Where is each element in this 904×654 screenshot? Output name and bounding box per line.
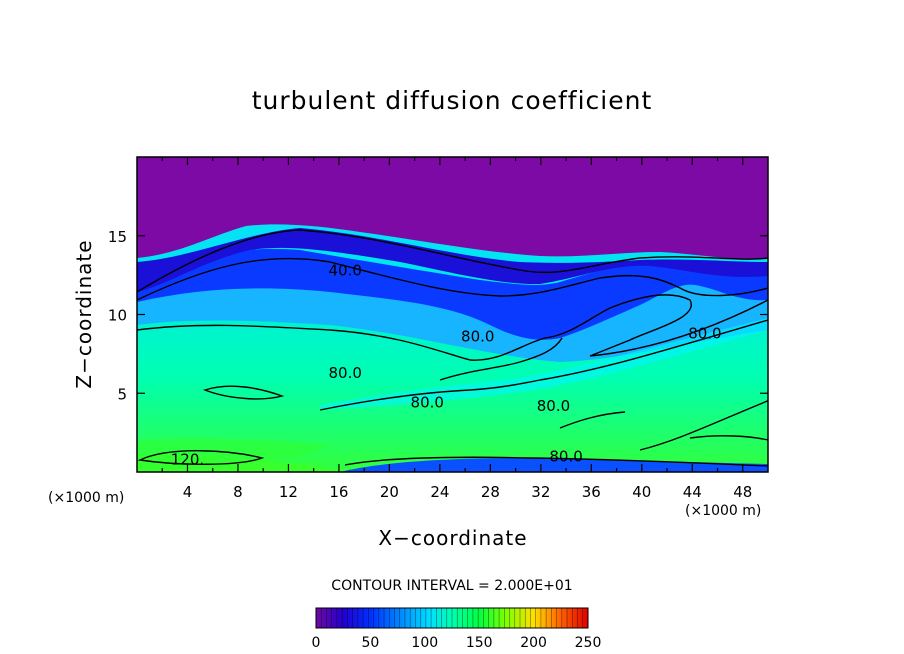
colorbar [315,607,589,629]
colorbar-tick-label: 50 [361,635,379,651]
colorbar-tick-label: 100 [411,635,438,651]
contour-label: 80.0 [461,328,494,346]
colorbar-tick-label: 0 [312,635,321,651]
y-tick-label: 10 [108,307,127,325]
contour-label-group: 40.0 80.0 80.0 80.0 80.0 80.0 80.0 120. [171,261,722,468]
colorbar-tick-label: 150 [466,635,493,651]
contour-label: 120. [171,450,204,468]
colorbar-tick-labels: 0 50 100 150 200 250 [312,635,602,651]
colorbar-tick-label: 250 [575,635,602,651]
x-tick-label: 16 [329,483,348,501]
x-unit-right: (×1000 m) [685,503,762,519]
contour-fill [137,157,768,472]
x-tick-label: 24 [430,483,449,501]
x-tick-label: 32 [531,483,550,501]
contour-label: 40.0 [329,261,362,279]
x-tick-label: 40 [632,483,651,501]
x-axis-label: X−coordinate [0,526,904,550]
x-tick-label: 20 [380,483,399,501]
y-tick-label: 15 [108,228,127,246]
contour-label: 80.0 [549,447,582,465]
x-tick-labels: 4 8 12 16 20 24 28 32 36 40 44 48 [183,483,753,501]
x-tick-label: 44 [683,483,702,501]
contour-label: 80.0 [688,324,721,342]
chart-title: turbulent diffusion coefficient [251,86,653,115]
x-tick-label: 48 [733,483,752,501]
x-tick-label: 28 [481,483,500,501]
x-tick-label: 8 [233,483,243,501]
contour-label: 80.0 [329,364,362,382]
y-axis-label: Z−coordinate [72,239,96,389]
contour-interval: CONTOUR INTERVAL = 2.000E+01 [331,578,573,594]
colorbar-tick-label: 200 [520,635,547,651]
contour-label: 80.0 [411,394,444,412]
x-tick-label: 36 [582,483,601,501]
x-tick-label: 12 [279,483,298,501]
contour-lines [137,229,768,467]
axis-ticks [137,157,768,472]
x-unit-left: (×1000 m) [48,490,125,506]
x-axis-label-text: X−coordinate [378,526,528,550]
x-tick-label: 4 [183,483,193,501]
y-tick-label: 5 [117,385,127,403]
y-tick-labels: 5 10 15 [108,228,127,404]
contour-label: 80.0 [537,397,570,415]
